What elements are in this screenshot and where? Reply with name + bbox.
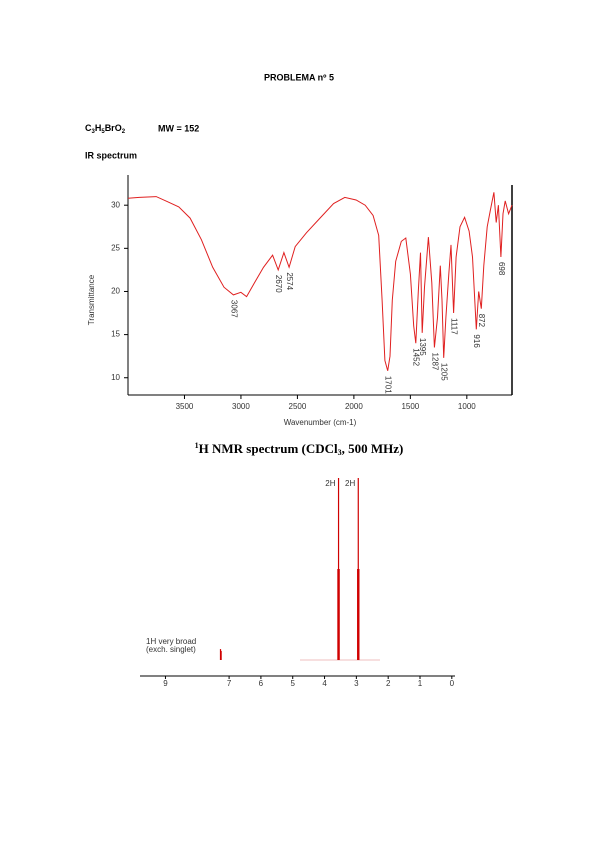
ir-y-label: Transmittance bbox=[87, 274, 96, 325]
peak-label: 916 bbox=[472, 334, 481, 348]
formula-sub: 2 bbox=[122, 129, 126, 135]
formula: C3H5BrO2 bbox=[85, 123, 126, 134]
title-sup: 1 bbox=[195, 441, 199, 450]
x-tick-label: 1500 bbox=[401, 402, 419, 411]
x-tick-label: 3 bbox=[354, 679, 359, 688]
formula-sub: 5 bbox=[101, 129, 105, 135]
integration-label: 2H bbox=[345, 479, 355, 488]
x-tick-label: 2 bbox=[386, 679, 391, 688]
peak-label: 698 bbox=[497, 262, 506, 276]
peak-label: 2670 bbox=[274, 275, 283, 293]
peak-label: 1287 bbox=[430, 353, 439, 371]
peak-label: 2574 bbox=[285, 272, 294, 290]
formula-part: H bbox=[95, 123, 102, 133]
peak-label: 3067 bbox=[229, 300, 238, 318]
x-tick-label: 3500 bbox=[176, 402, 194, 411]
y-tick-label: 20 bbox=[111, 287, 120, 296]
x-tick-label: 1000 bbox=[458, 402, 476, 411]
title-sub: 3 bbox=[338, 448, 342, 457]
formula-sub: 3 bbox=[92, 129, 96, 135]
title-part: H NMR spectrum (CDCl bbox=[199, 441, 338, 456]
x-tick-label: 3000 bbox=[232, 402, 250, 411]
x-tick-label: 2000 bbox=[345, 402, 363, 411]
annotation: 1H very broad bbox=[146, 637, 196, 646]
peak-label: 1395 bbox=[418, 338, 427, 356]
title-part: , 500 MHz) bbox=[342, 441, 404, 456]
ir-heading: IR spectrum bbox=[85, 150, 137, 160]
problem-title: PROBLEMA nº 5 bbox=[264, 72, 334, 82]
formula-part: C bbox=[85, 123, 92, 133]
x-tick-label: 5 bbox=[291, 679, 296, 688]
y-tick-label: 25 bbox=[111, 243, 120, 252]
molecular-weight: MW = 152 bbox=[158, 123, 199, 133]
peak-label: 1701 bbox=[384, 376, 393, 394]
y-tick-label: 30 bbox=[111, 200, 120, 209]
y-tick-label: 10 bbox=[111, 373, 120, 382]
x-tick-label: 2500 bbox=[289, 402, 307, 411]
x-tick-label: 7 bbox=[227, 679, 232, 688]
formula-part: BrO bbox=[105, 123, 122, 133]
peak-label: 1205 bbox=[440, 363, 449, 381]
peak-label: 1452 bbox=[412, 348, 421, 366]
y-tick-label: 15 bbox=[111, 330, 120, 339]
ir-x-label: Wavenumber (cm-1) bbox=[284, 418, 357, 427]
x-tick-label: 0 bbox=[450, 679, 455, 688]
x-tick-label: 1 bbox=[418, 679, 423, 688]
x-tick-label: 6 bbox=[259, 679, 264, 688]
peak-label: 1117 bbox=[450, 318, 459, 335]
x-tick-label: 4 bbox=[322, 679, 327, 688]
nmr-heading: 1H NMR spectrum (CDCl3, 500 MHz) bbox=[195, 441, 404, 457]
x-tick-label: 9 bbox=[163, 679, 168, 688]
spectrum-line bbox=[127, 192, 513, 371]
peak-label: 872 bbox=[477, 314, 486, 328]
integration-label: 2H bbox=[325, 479, 335, 488]
annotation: (exch. singlet) bbox=[146, 645, 196, 654]
